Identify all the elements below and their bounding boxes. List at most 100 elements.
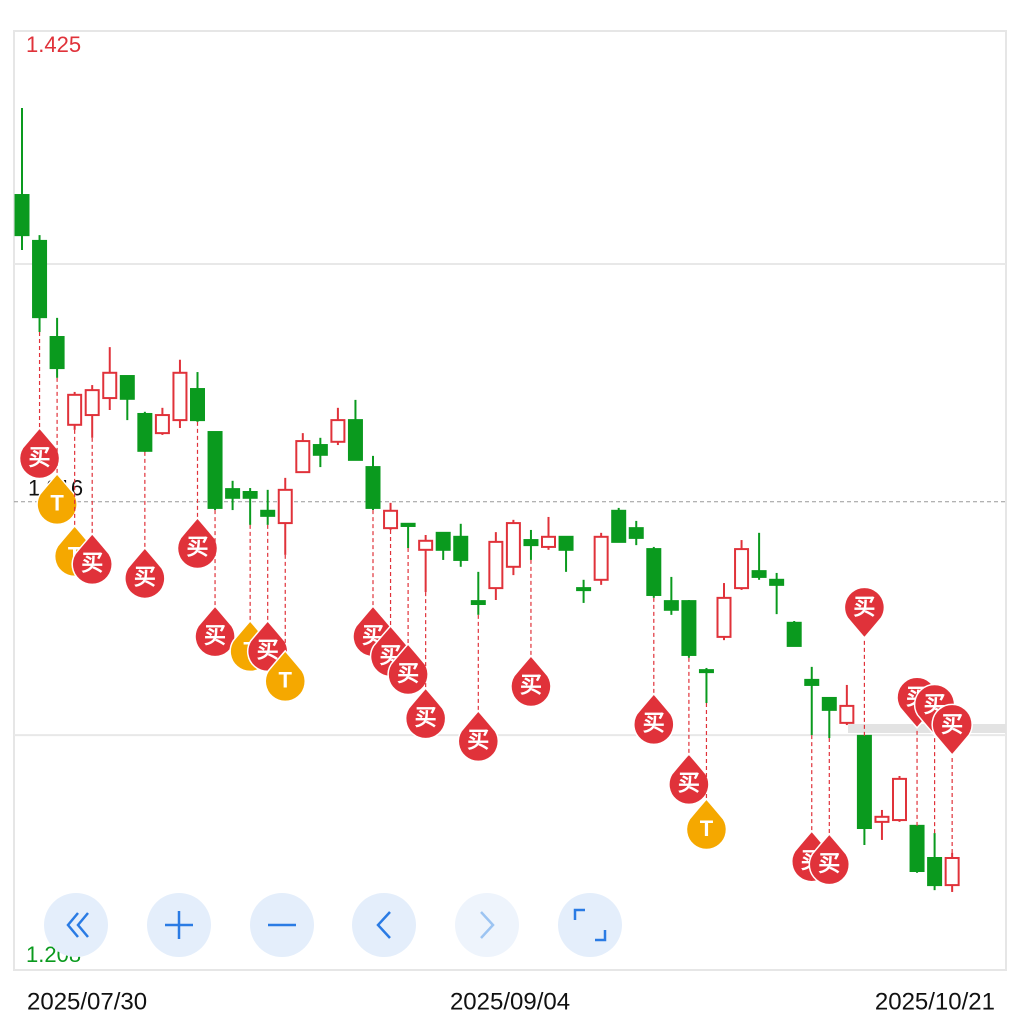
candle-body	[383, 509, 399, 530]
candle-body	[418, 539, 434, 551]
zoom-in-button[interactable]	[147, 893, 211, 957]
candle-body	[576, 587, 592, 592]
candle-body	[874, 815, 890, 823]
marker-label: 买	[941, 712, 963, 737]
candle-body	[312, 444, 328, 456]
candle-body	[892, 777, 907, 822]
marker-label: 买	[81, 551, 103, 576]
candle-body	[365, 466, 381, 509]
marker-label: 买	[643, 711, 665, 736]
candle-body	[84, 389, 100, 417]
candle-body	[909, 824, 925, 873]
candle-body	[67, 393, 83, 426]
candle-body	[593, 535, 609, 581]
next-button[interactable]	[455, 893, 519, 957]
candle-body	[190, 388, 205, 422]
candle-body	[734, 548, 750, 590]
marker	[457, 709, 500, 763]
candle-body	[330, 419, 346, 443]
candle-body	[119, 375, 135, 400]
candle-body	[347, 419, 363, 461]
marker	[931, 703, 973, 757]
candle-body	[751, 570, 767, 578]
candle-body	[769, 578, 785, 586]
highlight-band	[848, 724, 1006, 733]
marker-label: 买	[134, 565, 156, 590]
x-label: 2025/07/30	[27, 988, 147, 1015]
first-button[interactable]	[44, 893, 108, 957]
candle-body	[102, 371, 118, 400]
marker-label: 买	[29, 445, 51, 470]
marker	[633, 692, 675, 746]
x-label: 2025/09/04	[450, 988, 570, 1015]
marker	[264, 649, 306, 703]
prev-button[interactable]	[352, 893, 416, 957]
candle-body	[435, 531, 451, 551]
marker-label: T	[700, 816, 714, 841]
marker	[176, 516, 219, 570]
marker	[404, 686, 447, 740]
x-label: 2025/10/21	[875, 988, 995, 1015]
candle-body	[927, 856, 943, 887]
marker-label: 买	[818, 851, 840, 876]
candle-body	[944, 856, 960, 887]
candle-body	[225, 488, 241, 499]
candle-body	[558, 535, 574, 551]
candle-body	[49, 336, 65, 370]
marker-label: 买	[415, 705, 437, 730]
marker	[18, 426, 61, 480]
candle-body	[541, 535, 556, 548]
high-label: 1.425	[26, 32, 81, 57]
marker	[843, 586, 886, 640]
marker-label: 买	[186, 535, 208, 560]
candle-body	[470, 600, 486, 606]
marker	[685, 797, 728, 851]
plot: 1.316买TT买买买买T买T买买买买买买买买T买买买买买买	[14, 107, 1006, 892]
marker-label: 买	[853, 595, 875, 620]
marker-label: 买	[257, 638, 279, 663]
toolbar	[44, 893, 622, 957]
marker	[387, 642, 429, 696]
marker	[668, 752, 710, 806]
candle-body	[646, 548, 662, 596]
candle-body	[523, 539, 539, 547]
plot-frame	[13, 30, 1007, 971]
candle-body	[400, 522, 416, 527]
marker	[510, 654, 552, 708]
candle-body	[207, 431, 223, 509]
candle-body	[839, 704, 855, 724]
candle-body	[277, 488, 293, 525]
marker	[124, 546, 166, 600]
marker-label: 买	[467, 728, 489, 753]
marker	[808, 832, 851, 886]
candle-body	[698, 669, 714, 674]
candle-body	[172, 371, 188, 422]
marker-label: T	[279, 668, 293, 693]
candle-body	[821, 696, 837, 711]
fullscreen-button[interactable]	[558, 893, 622, 957]
candle-body	[611, 509, 627, 543]
candle-body	[260, 509, 276, 517]
candle-body	[14, 194, 30, 237]
marker-label: 买	[204, 623, 226, 648]
candle-body	[628, 527, 644, 539]
candle-body	[488, 540, 504, 590]
candle-body	[716, 596, 732, 638]
marker	[194, 604, 236, 658]
candle-body	[804, 678, 820, 686]
candle-body	[681, 600, 697, 656]
candle-body	[786, 621, 802, 647]
candle-body	[856, 734, 872, 830]
marker	[71, 532, 113, 586]
candle-body	[453, 535, 469, 561]
candle-body	[242, 491, 258, 499]
candle-body	[137, 412, 153, 452]
candle-body	[32, 239, 48, 319]
marker-label: 买	[397, 661, 419, 686]
zoom-out-button[interactable]	[250, 893, 314, 957]
candle-body	[505, 522, 521, 568]
marker-label: 买	[520, 673, 542, 698]
marker-label: T	[50, 491, 64, 516]
candle-body	[295, 440, 311, 474]
